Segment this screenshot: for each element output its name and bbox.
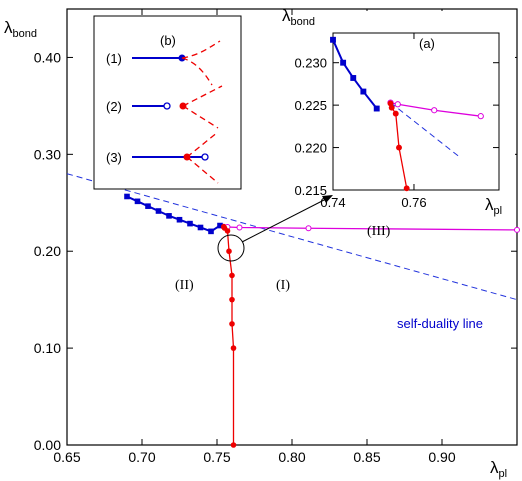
- inset-a-blue-point: [360, 88, 367, 95]
- inset-a-red-point: [396, 144, 402, 151]
- region-iii-label: (III): [367, 224, 391, 239]
- inset-a: 0.74 0.76 0.215 0.220 0.225 0.230 (a) λbond λ…: [282, 6, 515, 217]
- zoom-arrow-shaft: [241, 198, 327, 243]
- main-blue-point: [217, 222, 223, 229]
- main-ylabel: λbond: [4, 18, 37, 40]
- inset-b-item-3-open-dot: [201, 153, 209, 161]
- inset-a-ytick-label: 0.215: [294, 183, 327, 198]
- inset-b-item-2-dashed-branches: [182, 85, 223, 129]
- inset-a-magenta-point: [477, 113, 484, 120]
- main-red-point: [230, 345, 237, 351]
- self-duality-label: self-duality line: [397, 316, 483, 331]
- inset-b-item-label: (3): [106, 150, 122, 165]
- main-blue-point: [145, 203, 151, 209]
- inset-a-blue-point: [330, 36, 336, 43]
- region-i-label: (I): [276, 278, 290, 293]
- main-xtick-label: 0.70: [128, 449, 155, 465]
- inset-a-series: [330, 36, 484, 192]
- inset-b-item-3: (3): [106, 131, 219, 184]
- main-red-point: [229, 321, 235, 327]
- main-ytick-label: 0.40: [34, 49, 61, 65]
- main-magenta-point: [236, 224, 243, 231]
- inset-a-self-duality-line: [390, 102, 461, 159]
- main-ytick-label: 0.00: [34, 437, 61, 453]
- zoom-arrow-head: [322, 195, 333, 203]
- inset-a-blue-point: [340, 59, 347, 66]
- region-ii-label: (II): [175, 278, 194, 293]
- main-red-point: [229, 296, 235, 303]
- main-red-point: [224, 228, 231, 234]
- main-red-point: [229, 272, 235, 279]
- inset-b-title: (b): [160, 33, 176, 48]
- main-xtick-label: 0.65: [53, 449, 80, 465]
- main-blue-point: [208, 228, 214, 235]
- main-blue-line: [126, 195, 221, 233]
- main-ytick-label: 0.10: [34, 340, 61, 356]
- inset-a-magenta-point: [431, 107, 438, 114]
- inset-a-ytick-label: 0.225: [294, 98, 327, 113]
- inset-a-ytick-label: 0.220: [294, 141, 327, 156]
- inset-b-item-2-open-dot: [163, 102, 171, 110]
- main-ytick-label: 0.20: [34, 243, 61, 259]
- main-xtick-label: 0.85: [353, 449, 380, 465]
- main-blue-point: [166, 213, 172, 219]
- main-self-duality-line: [66, 173, 518, 301]
- inset-a-frame: [332, 32, 500, 191]
- main-magenta-point: [305, 225, 312, 232]
- inset-a-ytick-label: 0.230: [294, 56, 327, 71]
- inset-a-xtick-label: 0.76: [401, 195, 426, 210]
- main-xtick-label: 0.80: [278, 449, 305, 465]
- inset-a-title: (a): [419, 36, 435, 51]
- inset-b-item-1-dashed-branches: [181, 40, 221, 86]
- inset-b-item-label: (2): [106, 99, 122, 114]
- zoom-circle: [217, 234, 245, 262]
- inset-a-blue-point: [350, 75, 357, 81]
- main-blue-point: [155, 208, 162, 214]
- main-xtick-label: 0.75: [203, 449, 230, 465]
- main-magenta-point: [514, 226, 520, 233]
- inset-b: (b) (1) (2) (3): [93, 15, 242, 190]
- inset-b-item-1: (1): [106, 40, 221, 86]
- inset-a-background: [321, 11, 515, 190]
- inset-b-item-2: (2): [106, 85, 223, 129]
- main-series: [66, 173, 520, 448]
- inset-b-item-3-dashed-branches: [186, 131, 219, 184]
- main-blue-point: [124, 193, 130, 200]
- main-blue-point: [134, 198, 141, 205]
- inset-a-red-point: [403, 185, 410, 192]
- inset-a-xtick-label: 0.74: [320, 195, 345, 210]
- main-plot: 0.65 0.70 0.75 0.80 0.85 0.90 0.00 0.10 0.20 0.30…: [4, 8, 520, 480]
- main-blue-point: [197, 224, 204, 231]
- main-xlabel: λpl: [490, 458, 507, 480]
- main-axis-ticks: 0.65 0.70 0.75 0.80 0.85 0.90 0.00 0.10 0.20 0.30…: [34, 9, 517, 465]
- inset-a-magenta-point: [394, 101, 401, 108]
- inset-a-blue-point: [373, 105, 380, 112]
- main-ytick-label: 0.30: [34, 146, 61, 162]
- main-blue-point: [187, 220, 193, 227]
- inset-a-ylabel: λbond: [282, 6, 315, 28]
- inset-a-magenta-line: [390, 101, 481, 117]
- main-xtick-label: 0.90: [428, 449, 455, 465]
- inset-a-axis-ticks: 0.74 0.76 0.215 0.220 0.225 0.230: [294, 33, 499, 210]
- main-blue-point: [176, 216, 183, 223]
- inset-a-xlabel: λpl: [485, 195, 502, 217]
- inset-a-red-point: [392, 110, 399, 117]
- main-red-point: [230, 442, 237, 448]
- main-red-point: [226, 248, 232, 255]
- inset-b-item-label: (1): [106, 51, 122, 66]
- inset-a-red-point: [388, 104, 395, 111]
